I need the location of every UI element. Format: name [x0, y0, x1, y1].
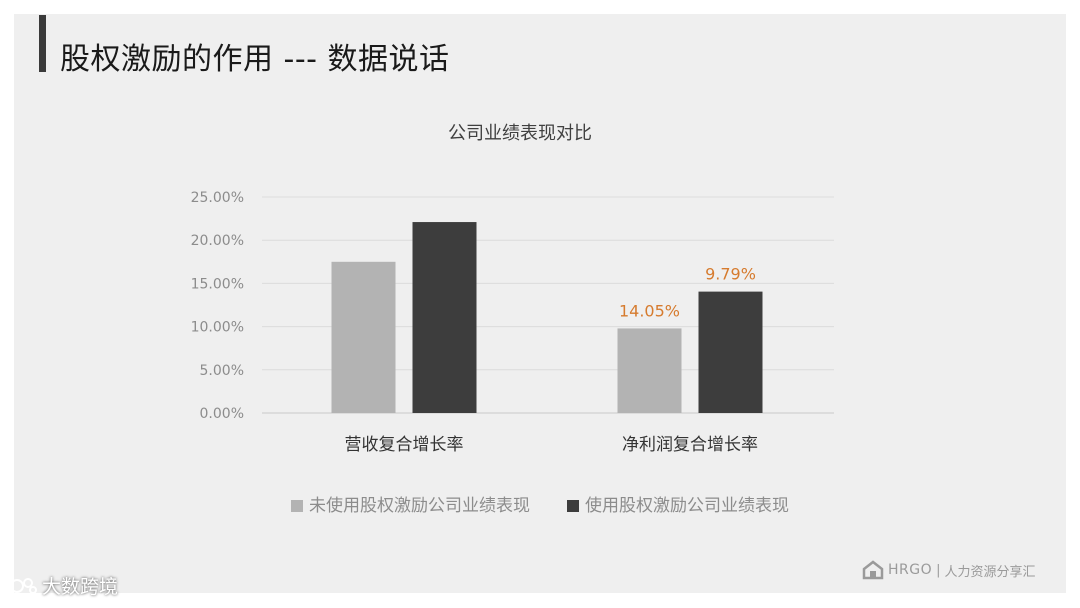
- bar-0-1: [617, 328, 682, 413]
- y-tick-label: 15.00%: [191, 276, 244, 292]
- legend-label: 使用股权激励公司业绩表现: [585, 495, 789, 516]
- bar-0-0: [331, 261, 396, 413]
- legend-swatch: [291, 500, 303, 512]
- slide-background: [14, 14, 1066, 593]
- footer-tagline: 人力资源分享汇: [944, 564, 1036, 580]
- y-tick-label: 0.00%: [200, 406, 244, 422]
- footer-brand: HRGO: [888, 562, 933, 578]
- y-tick-label: 25.00%: [191, 190, 244, 206]
- bar-1-1: [698, 291, 763, 413]
- footer-divider: |: [936, 562, 941, 578]
- title-accent-bar: [39, 15, 46, 72]
- x-category-label: 净利润复合增长率: [622, 435, 758, 455]
- legend-swatch: [567, 500, 579, 512]
- data-label: 9.79%: [705, 265, 756, 284]
- house-logo-icon: [862, 560, 884, 580]
- bar-1-0: [412, 222, 477, 413]
- watermark-logo-icon: [10, 577, 37, 594]
- watermark: 大数跨境: [8, 572, 118, 599]
- legend-label: 未使用股权激励公司业绩表现: [309, 495, 530, 516]
- chart-title: 公司业绩表现对比: [448, 123, 592, 144]
- slide-title: 股权激励的作用 --- 数据说话: [60, 42, 450, 77]
- y-tick-label: 5.00%: [200, 363, 244, 379]
- x-category-label: 营收复合增长率: [345, 435, 464, 455]
- footer-logo: HRGO | 人力资源分享汇: [862, 560, 1036, 580]
- watermark-text: 大数跨境: [42, 576, 119, 598]
- y-tick-label: 20.00%: [191, 233, 244, 249]
- y-tick-label: 10.00%: [191, 320, 244, 336]
- data-label: 14.05%: [619, 301, 680, 320]
